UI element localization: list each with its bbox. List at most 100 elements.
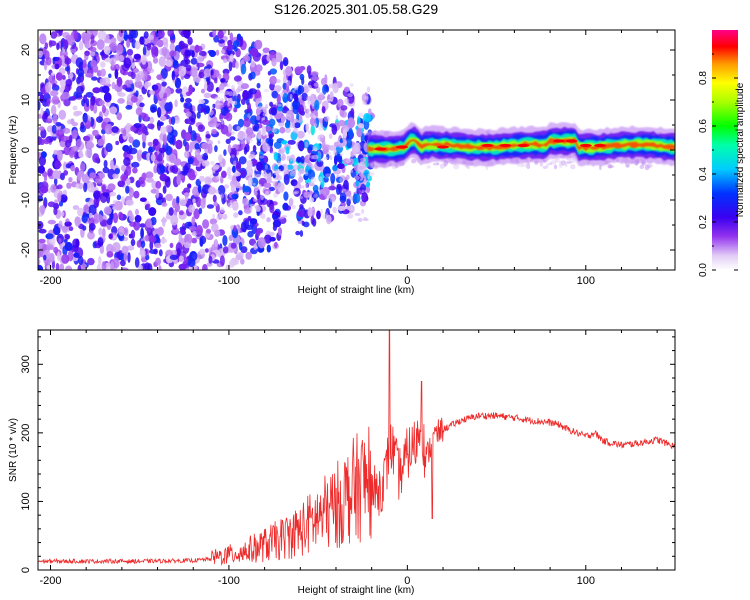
spectrogram-haze-blob: [271, 151, 276, 154]
spectrogram-noise-blob: [217, 30, 224, 39]
spectrogram-noise-blob: [233, 107, 238, 113]
spectrogram-noise-blob: [85, 72, 94, 78]
spectrogram-haze-blob: [539, 162, 544, 167]
spectrogram-noise-blob: [285, 146, 290, 155]
spectrogram-haze-blob: [271, 127, 277, 133]
spectrogram-noise-blob: [321, 106, 326, 114]
spectrogram-noise-blob: [223, 58, 228, 64]
spectrogram-noise-blob: [284, 121, 291, 129]
spectrogram-noise-blob: [165, 59, 173, 67]
spectrogram-noise-blob: [282, 202, 289, 211]
spectrogram-noise-blob: [322, 84, 327, 95]
spectrogram-noise-blob: [148, 34, 155, 40]
spectrogram-noise-blob: [123, 57, 132, 69]
spectrogram-noise-blob: [199, 238, 204, 247]
spectrogram-noise-blob: [139, 36, 145, 45]
spectrogram-noise-blob: [250, 60, 256, 68]
spectrogram-haze-blob: [262, 172, 267, 177]
spectrogram-noise-blob: [317, 152, 321, 163]
spectrogram-noise-blob: [65, 66, 70, 72]
spectrogram-noise-blob: [191, 237, 198, 244]
spectrogram-haze-blob: [351, 153, 357, 157]
spectrogram-noise-blob: [174, 77, 181, 89]
spectrogram-noise-blob: [201, 142, 209, 150]
spectrogram-noise-blob: [262, 47, 270, 53]
spectrogram-noise-blob: [38, 264, 43, 270]
spectrogram-noise-blob: [220, 78, 226, 83]
spectrogram-noise-blob: [188, 84, 193, 95]
spectrogram-noise-blob: [203, 83, 208, 91]
spectrogram-noise-blob: [112, 242, 121, 253]
spectrogram-haze-blob: [277, 161, 282, 166]
spectrogram-noise-blob: [298, 176, 304, 183]
spectrogram-ridge-peak: [579, 143, 592, 148]
spectrogram-noise-blob: [70, 118, 75, 125]
spectrogram-noise-blob: [119, 212, 124, 220]
spectrogram-haze-blob: [307, 130, 311, 135]
spectrogram-noise-blob: [202, 155, 208, 161]
spectrogram-noise-blob: [283, 191, 289, 201]
spectrogram-noise-blob: [227, 41, 232, 52]
spectrogram-noise-blob: [231, 193, 239, 200]
spectrogram-noise-blob: [171, 70, 176, 81]
spectrogram-noise-blob: [135, 208, 139, 216]
spectrogram-noise-blob: [145, 254, 150, 261]
spectrogram-noise-blob: [199, 175, 205, 182]
spectrogram-noise-blob: [281, 140, 288, 145]
spectrogram-noise-blob: [297, 130, 305, 139]
spectrogram-noise-blob: [101, 228, 106, 239]
spectrogram-noise-blob: [365, 185, 371, 193]
spectrogram-noise-blob: [240, 83, 249, 90]
spectrogram-noise-blob: [274, 241, 278, 249]
spectrogram-noise-blob: [287, 139, 296, 145]
spectrogram-noise-blob: [133, 190, 140, 199]
spectrogram-noise-blob: [78, 182, 84, 190]
spectrogram-noise-blob: [126, 48, 134, 56]
spectrogram-noise-blob: [295, 230, 301, 236]
spectrogram-noise-blob: [116, 76, 123, 87]
spectrogram-haze-blob: [292, 168, 297, 175]
spectrogram-noise-blob: [138, 149, 142, 155]
spectrogram-haze-blob: [249, 205, 253, 212]
spectrogram-noise-blob: [90, 34, 95, 44]
spectrogram-haze-blob: [300, 185, 305, 189]
spectrogram-x-tick-label: -200: [39, 275, 61, 287]
spectrogram-noise-blob: [125, 185, 130, 194]
snr-x-tick-label: 100: [577, 575, 595, 587]
spectrogram-noise-blob: [159, 173, 168, 182]
spectrogram-noise-blob: [235, 254, 242, 260]
spectrogram-noise-blob: [131, 161, 140, 168]
spectrogram-noise-blob: [144, 81, 149, 90]
spectrogram-noise-blob: [133, 122, 142, 129]
spectrogram-haze-blob: [217, 90, 224, 94]
spectrogram-haze-blob: [297, 137, 301, 142]
spectrogram-noise-blob: [238, 241, 243, 251]
spectrogram-noise-blob: [38, 228, 47, 234]
spectrogram-noise-blob: [334, 155, 338, 166]
spectrogram-noise-blob: [52, 56, 60, 62]
spectrogram-noise-blob: [135, 107, 143, 116]
spectrogram-noise-blob: [64, 242, 73, 251]
spectrogram-haze-blob: [276, 87, 280, 94]
spectrogram-noise-blob: [205, 134, 211, 139]
spectrogram-noise-blob: [233, 46, 238, 52]
spectrogram-noise-blob: [88, 212, 93, 219]
spectrogram-noise-blob: [69, 134, 73, 144]
spectrogram-noise-blob: [300, 155, 305, 164]
spectrogram-noise-blob: [122, 145, 130, 152]
spectrogram-noise-blob: [143, 37, 151, 45]
spectrogram-noise-blob: [58, 237, 62, 244]
spectrogram-noise-blob: [77, 264, 82, 270]
spectrogram-haze-blob: [286, 80, 291, 86]
spectrogram-noise-blob: [220, 55, 229, 61]
spectrogram-noise-blob: [268, 231, 275, 237]
spectrogram-noise-blob: [328, 145, 337, 151]
spectrogram-noise-blob: [141, 54, 147, 65]
spectrogram-noise-blob: [158, 265, 162, 270]
spectrogram-noise-blob: [118, 30, 124, 37]
spectrogram-ridge-peak: [437, 145, 449, 149]
spectrogram-noise-blob: [222, 246, 229, 254]
spectrogram-haze-blob: [209, 174, 214, 179]
spectrogram-noise-blob: [68, 226, 74, 232]
